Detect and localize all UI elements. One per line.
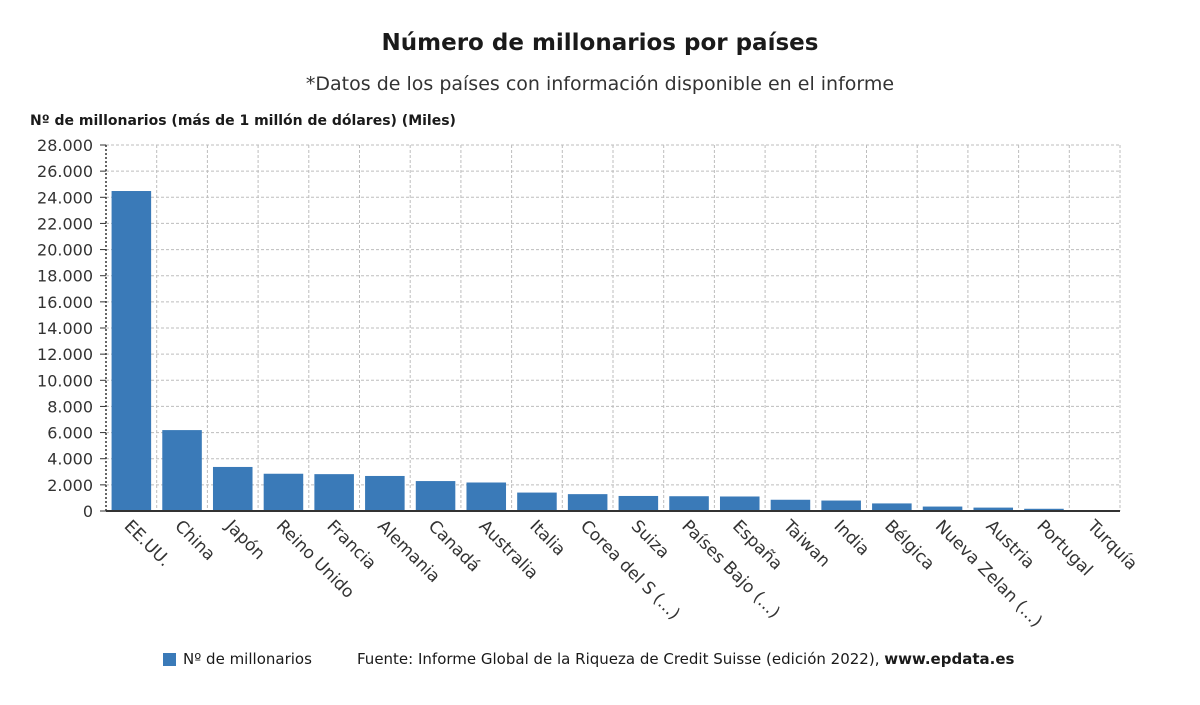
bar — [111, 191, 152, 512]
x-tick-label: India — [830, 516, 874, 560]
bars — [111, 191, 1115, 512]
y-tick-label: 26.000 — [37, 162, 93, 181]
x-tick-label: Taiwan — [778, 516, 834, 572]
bar — [922, 506, 963, 511]
bar — [466, 482, 507, 511]
bar — [263, 473, 304, 511]
x-tick-label: China — [171, 516, 219, 564]
y-tick-label: 20.000 — [37, 241, 93, 260]
bar — [821, 500, 861, 511]
y-tick-labels: 0 2.000 4.000 6.000 8.000 10.000 12.000 14.000 1… — [37, 136, 93, 521]
y-tick-label: 28.000 — [37, 136, 93, 155]
bar — [415, 481, 456, 511]
x-tick-label: Italia — [525, 516, 569, 560]
x-tick-label: EE.UU. — [120, 516, 175, 571]
y-tick-label: 16.000 — [37, 293, 93, 312]
bar — [669, 496, 709, 511]
bar — [314, 474, 354, 511]
bar — [567, 494, 608, 511]
source-note: Fuente: Informe Global de la Riqueza de … — [357, 650, 1014, 668]
y-tick-label: 6.000 — [47, 424, 93, 443]
chart-title: Número de millonarios por países — [381, 30, 819, 56]
legend: Nº de millonarios — [163, 650, 312, 668]
y-tick-label: 22.000 — [37, 214, 93, 233]
legend-swatch — [163, 652, 176, 666]
y-tick-label: 12.000 — [37, 345, 93, 364]
bar-chart: 0 2.000 4.000 6.000 8.000 10.000 12.000 14.000 1… — [37, 136, 1141, 632]
bar — [872, 503, 912, 511]
x-tick-labels: EE.UU.China Japón Reino UnidoFranciaAleman… — [120, 516, 1141, 632]
y-tick-label: 10.000 — [37, 371, 93, 390]
legend-label: Nº de millonarios — [183, 650, 312, 668]
grid-lines — [106, 144, 1121, 511]
axes — [100, 144, 1120, 512]
x-tick-label: Bélgica — [880, 516, 938, 574]
y-tick-label: 14.000 — [37, 319, 93, 338]
source-site: www.epdata.es — [884, 650, 1015, 668]
y-tick-label: 0 — [83, 502, 93, 521]
bar — [973, 507, 1014, 511]
x-tick-label: Japón — [221, 516, 269, 564]
bar — [517, 492, 557, 511]
x-tick-label: Suiza — [627, 516, 673, 562]
y-axis-label: Nº de millonarios (más de 1 millón de dó… — [30, 113, 456, 129]
bar — [162, 430, 202, 511]
y-tick-label: 8.000 — [47, 397, 93, 416]
source-text: Fuente: Informe Global de la Riqueza de … — [357, 650, 885, 668]
y-tick-label: 24.000 — [37, 188, 93, 207]
y-tick-label: 2.000 — [47, 476, 93, 495]
y-tick-label: 18.000 — [37, 267, 93, 286]
bar — [1024, 508, 1064, 511]
bar — [618, 495, 659, 511]
bar — [212, 466, 253, 511]
bar — [719, 496, 760, 511]
y-tick-label: 4.000 — [47, 450, 93, 469]
bar — [770, 499, 811, 511]
bar — [365, 475, 405, 511]
chart-subtitle: *Datos de los países con información dis… — [305, 73, 895, 95]
